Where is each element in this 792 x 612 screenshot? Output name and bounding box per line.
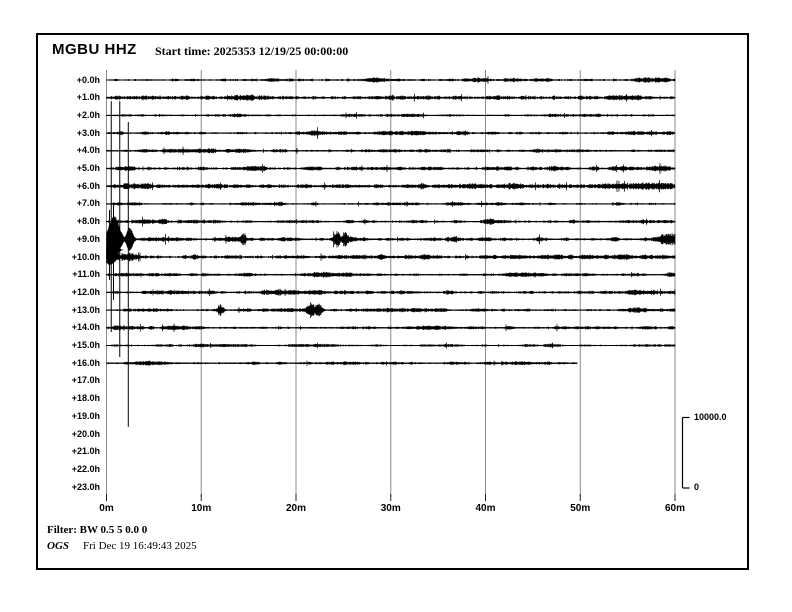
scale-max-label: 10000.0 bbox=[694, 412, 727, 422]
hour-label: +8.0h bbox=[76, 216, 100, 227]
x-axis-tick-label: 30m bbox=[380, 503, 401, 514]
hour-label: +16.0h bbox=[71, 357, 100, 368]
x-axis-tick-label: 0m bbox=[99, 503, 114, 514]
hour-label: +9.0h bbox=[76, 233, 100, 244]
station-channel-title: MGBU HHZ bbox=[52, 41, 137, 58]
credit-line: OGS Fri Dec 19 16:49:43 2025 bbox=[47, 540, 197, 552]
hour-label: +19.0h bbox=[71, 410, 100, 421]
hour-label: +23.0h bbox=[71, 481, 100, 492]
hour-label: +15.0h bbox=[71, 340, 100, 350]
hour-label: +10.0h bbox=[71, 251, 100, 262]
hour-label: +3.0h bbox=[76, 127, 100, 138]
hour-label: +12.0h bbox=[71, 286, 100, 297]
agency-label: OGS bbox=[47, 540, 70, 552]
x-axis-tick-label: 40m bbox=[475, 503, 496, 514]
hour-label: +14.0h bbox=[71, 322, 100, 333]
generated-timestamp: Fri Dec 19 16:49:43 2025 bbox=[83, 540, 197, 552]
filter-info-label: Filter: BW 0.5 5 0.0 0 bbox=[47, 524, 148, 536]
hour-label: +5.0h bbox=[76, 163, 100, 173]
x-axis-tick-label: 10m bbox=[191, 503, 212, 514]
hour-label: +18.0h bbox=[71, 393, 100, 404]
hour-label: +22.0h bbox=[71, 463, 100, 474]
hour-label: +20.0h bbox=[71, 428, 100, 439]
hour-label: +17.0h bbox=[71, 375, 100, 386]
hour-label: +11.0h bbox=[72, 269, 100, 280]
hour-label: +2.0h bbox=[76, 109, 100, 120]
hour-label: +0.0h bbox=[76, 74, 100, 85]
x-axis-tick-label: 60m bbox=[664, 503, 685, 514]
hour-label: +21.0h bbox=[71, 446, 100, 457]
hour-label: +7.0h bbox=[76, 198, 100, 209]
hour-label: +13.0h bbox=[71, 304, 100, 315]
hour-label: +1.0h bbox=[76, 92, 100, 103]
start-time-label: Start time: 2025353 12/19/25 00:00:00 bbox=[155, 44, 349, 58]
x-axis-tick-label: 50m bbox=[570, 503, 591, 514]
x-axis-tick-label: 20m bbox=[285, 503, 306, 514]
scale-min-label: 0 bbox=[694, 482, 700, 492]
hour-label: +4.0h bbox=[76, 145, 100, 156]
hour-label: +6.0h bbox=[76, 180, 100, 191]
